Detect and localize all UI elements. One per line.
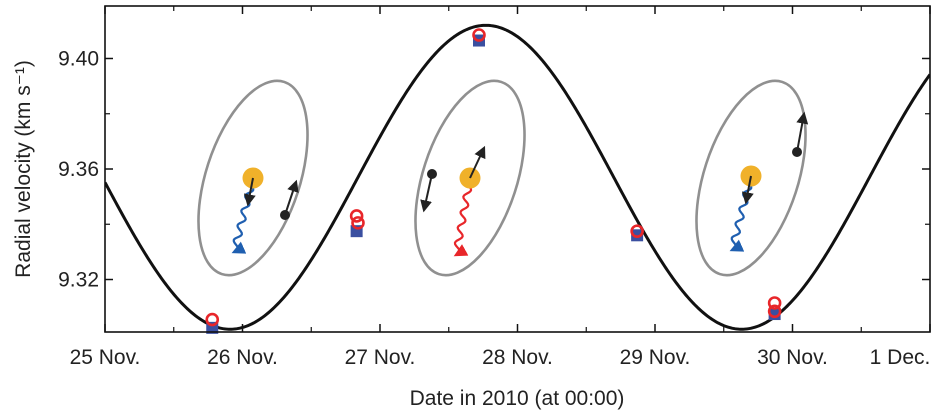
- orbit-ellipse: [695, 79, 807, 277]
- y-tick-label: 9.40: [58, 47, 99, 70]
- light-wave-arrow: [231, 176, 255, 254]
- y-tick-label: 9.32: [58, 269, 99, 292]
- star-motion-arrow: [741, 175, 754, 205]
- companion-dot: [792, 147, 802, 157]
- orbit-ellipse: [414, 79, 526, 277]
- x-tick-label: 30 Nov.: [757, 346, 828, 369]
- y-axis-label: Radial velocity (km s⁻¹): [12, 60, 35, 278]
- data-point-circle: [351, 216, 365, 230]
- companion-dot: [280, 210, 290, 220]
- y-tick-label: 9.36: [58, 158, 99, 181]
- companion-motion-arrow: [284, 179, 299, 216]
- x-tick-label: 26 Nov.: [207, 346, 278, 369]
- star-motion-arrow: [243, 177, 256, 207]
- data-points: [205, 28, 782, 334]
- companion-dot: [427, 169, 437, 179]
- light-wave-arrow: [453, 177, 473, 257]
- x-axis: 25 Nov. 26 Nov. 27 Nov. 28 Nov. 29 Nov. 30 No…: [70, 6, 931, 369]
- y-axis: 9.32 9.36 9.40: [58, 47, 930, 292]
- x-tick-label: 28 Nov.: [482, 346, 553, 369]
- x-tick-label: 29 Nov.: [620, 346, 691, 369]
- orbit-inset: [414, 79, 526, 277]
- orbit-inset: [695, 79, 809, 277]
- data-point-circle: [205, 312, 220, 327]
- data-point-circle: [472, 28, 486, 42]
- data-point-circle: [630, 224, 644, 238]
- data-point-circle: [767, 296, 782, 310]
- data-point-square: [631, 229, 644, 242]
- companion-motion-arrow: [420, 173, 433, 213]
- orbit-inset: [197, 79, 309, 277]
- data-point-circle: [767, 304, 782, 319]
- x-tick-label: 1 Dec.: [870, 346, 931, 369]
- star-motion-arrow: [469, 145, 486, 179]
- model-curve-line: [105, 23, 930, 331]
- data-point-circle: [349, 209, 364, 223]
- companion-motion-arrow: [796, 111, 809, 153]
- x-tick-label: 25 Nov.: [70, 346, 141, 369]
- light-wave-arrow: [729, 174, 753, 252]
- x-axis-label: Date in 2010 (at 00:00): [410, 387, 625, 410]
- x-tick-label: 27 Nov.: [345, 346, 416, 369]
- orbit-insets: [197, 79, 809, 277]
